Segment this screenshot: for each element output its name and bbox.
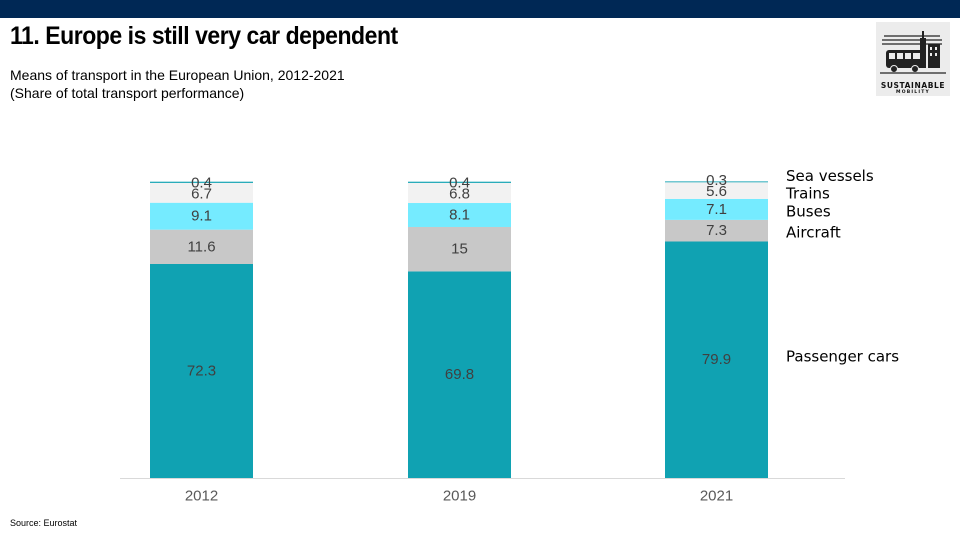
bar-buses-2019 (408, 203, 511, 227)
bar-sea-vessels-2019 (408, 181, 511, 183)
data-label-buses-2012: 9.1 (191, 208, 212, 225)
data-label-trains-2021: 5.6 (706, 183, 727, 200)
bar-aircraft-2019 (408, 226, 511, 272)
subtitle-line-1: Means of transport in the European Union… (10, 67, 345, 83)
x-tick-label-2021: 2021 (700, 488, 733, 505)
x-tick-label-2012: 2012 (185, 488, 218, 505)
bar-buses-2012 (150, 202, 253, 230)
legend-label-sea-vessels: Sea vessels (786, 167, 874, 185)
source-note: Source: Eurostat (10, 518, 78, 528)
page-title: 11. Europe is still very car dependent (10, 22, 398, 50)
data-label-trains-2019: 6.8 (449, 185, 470, 202)
bar-buses-2021 (665, 198, 768, 220)
bar-passenger-cars-2012 (150, 263, 253, 478)
data-label-sea-vessels-2012: 0.4 (191, 174, 212, 191)
data-label-passenger-cars-2019: 69.8 (445, 366, 474, 383)
sustainable-mobility-logo: SUSTAINABLE MOBILITY (876, 22, 950, 96)
data-label-aircraft-2019: 15 (451, 241, 468, 258)
logo-text-sustainable: SUSTAINABLE (880, 81, 946, 90)
bar-aircraft-2012 (150, 229, 253, 264)
bar-trains-2021 (665, 182, 768, 199)
top-bar (0, 0, 960, 18)
bar-passenger-cars-2019 (408, 271, 511, 478)
data-label-buses-2019: 8.1 (449, 207, 470, 224)
bus-city-icon (880, 31, 946, 74)
data-label-aircraft-2021: 7.3 (706, 222, 727, 239)
data-label-aircraft-2012: 11.6 (187, 238, 215, 255)
data-label-passenger-cars-2012: 72.3 (187, 362, 216, 379)
data-label-sea-vessels-2021: 0.3 (706, 172, 727, 189)
bar-sea-vessels-2012 (150, 181, 253, 183)
legend-label-aircraft: Aircraft (786, 224, 841, 242)
bar-aircraft-2021 (665, 219, 768, 242)
legend-label-buses: Buses (786, 202, 831, 220)
chart-subtitle: Means of transport in the European Union… (10, 66, 345, 102)
bar-passenger-cars-2021 (665, 241, 768, 478)
data-label-trains-2012: 6.7 (191, 185, 212, 202)
data-label-sea-vessels-2019: 0.4 (449, 174, 470, 191)
bar-sea-vessels-2021 (665, 181, 768, 183)
bar-trains-2019 (408, 182, 511, 204)
legend-label-passenger-cars: Passenger cars (786, 348, 899, 366)
legend-label-trains: Trains (785, 185, 830, 203)
x-tick-label-2019: 2019 (443, 488, 476, 505)
subtitle-line-2: (Share of total transport performance) (10, 85, 245, 101)
data-label-buses-2021: 7.1 (706, 201, 727, 218)
bar-trains-2012 (150, 182, 253, 203)
data-label-passenger-cars-2021: 79.9 (702, 351, 731, 368)
logo-text-mobility: MOBILITY (896, 90, 930, 95)
